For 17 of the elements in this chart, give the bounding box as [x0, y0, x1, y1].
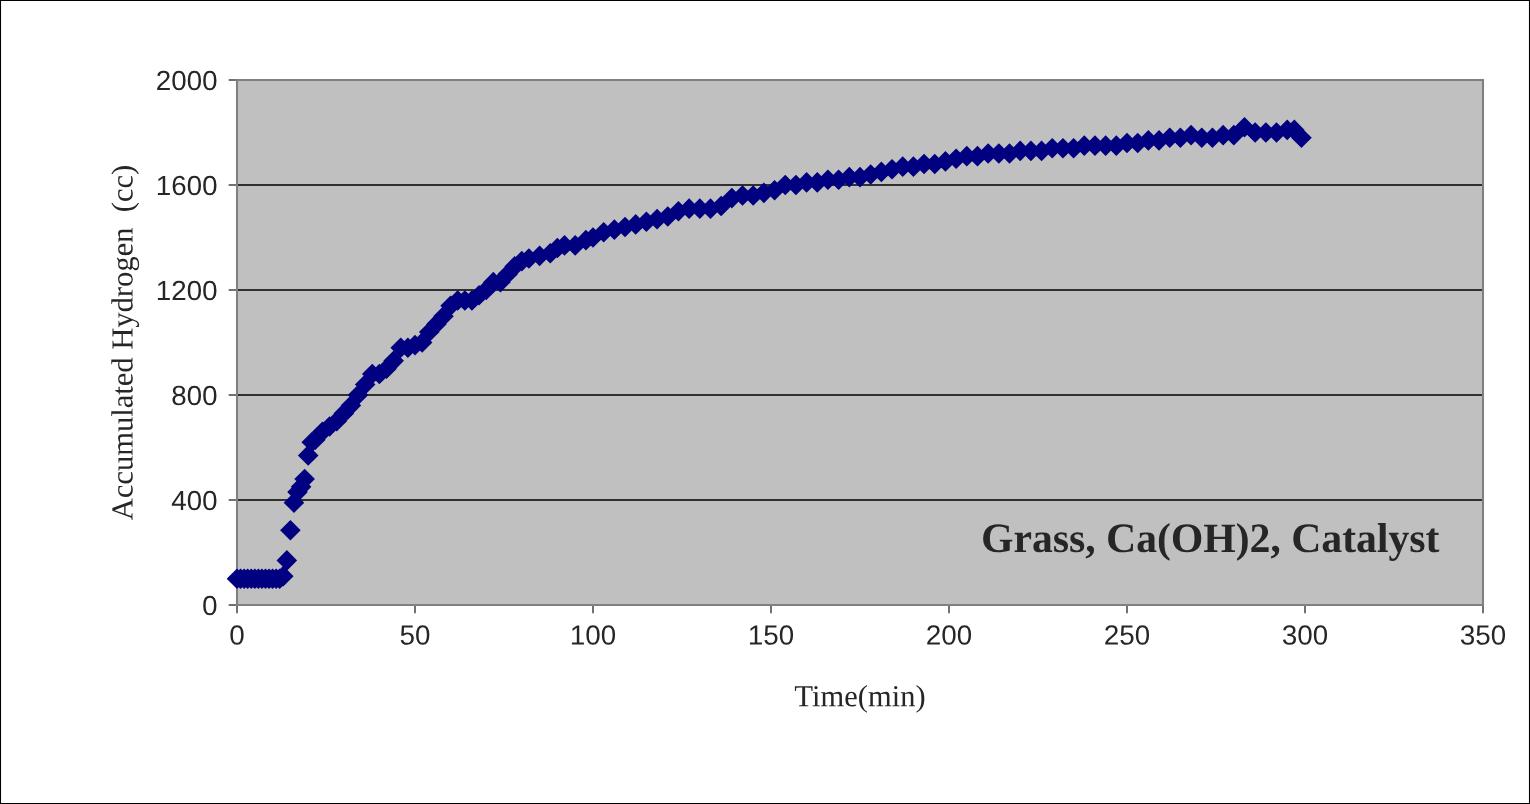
y-tick-label: 2000 [157, 70, 217, 91]
y-tick-label: 1200 [157, 280, 217, 301]
y-axis-title: Accumulated Hydrogen (cc) [111, 166, 140, 520]
y-tick-label: 1600 [157, 175, 217, 196]
y-tick-label: 400 [171, 490, 217, 511]
x-tick-label: 150 [749, 625, 794, 645]
annotation: Grass, Ca(OH)2, Catalyst [983, 523, 1440, 561]
x-tick-label: 250 [1105, 625, 1150, 645]
x-tick-label: 350 [1460, 625, 1506, 645]
y-tick-label: 800 [172, 385, 217, 406]
x-tick-label: 50 [400, 625, 430, 645]
x-tick-label: 0 [230, 625, 244, 645]
y-tick-label: 0 [203, 595, 217, 616]
x-tick-label: 300 [1282, 625, 1328, 645]
x-tick-label: 100 [571, 625, 616, 645]
x-tick-label: 200 [927, 625, 972, 645]
x-axis-title: Time(min) [794, 685, 925, 713]
